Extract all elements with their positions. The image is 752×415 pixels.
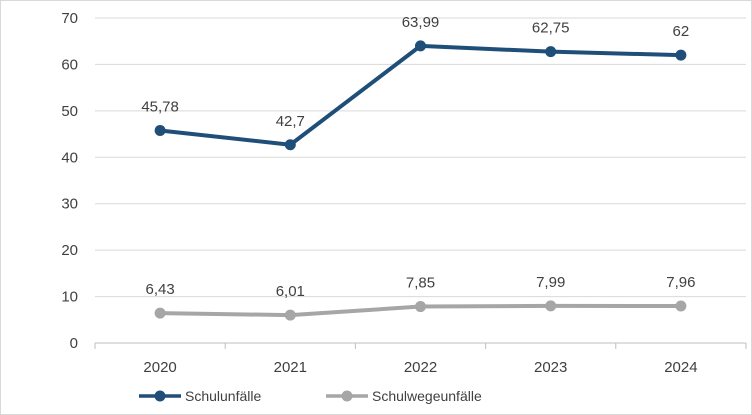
data-label: 6,43 — [145, 281, 174, 298]
data-point — [415, 301, 426, 313]
data-label: 63,99 — [402, 14, 440, 31]
data-label: 42,7 — [276, 113, 305, 130]
legend-label: Schulwegeunfälle — [372, 388, 482, 404]
series-group — [154, 40, 687, 321]
y-tick-label: 20 — [61, 242, 78, 259]
data-label: 7,85 — [406, 275, 435, 292]
data-label: 45,78 — [141, 98, 179, 115]
gridlines — [95, 17, 746, 298]
y-tick-label: 0 — [70, 335, 78, 352]
x-tick-label: 2021 — [274, 359, 307, 376]
data-point — [545, 300, 557, 312]
data-point — [284, 309, 296, 321]
data-point — [284, 139, 296, 151]
data-point — [154, 307, 166, 319]
legend: Schulunfälle Schulwegeunfälle — [139, 388, 482, 404]
x-tick-label: 2023 — [534, 359, 567, 376]
data-point — [154, 124, 166, 136]
y-tick-label: 40 — [61, 149, 78, 166]
x-tick-label: 2024 — [664, 359, 697, 376]
data-labels: 45,78 42,7 63,99 62,75 62 6,43 6,01 7,85 7,99 7,9… — [141, 14, 695, 300]
y-tick-label: 30 — [61, 196, 78, 213]
data-point — [545, 46, 557, 58]
x-tick-label: 2022 — [404, 359, 437, 376]
data-label: 62 — [673, 23, 690, 40]
x-tick-label: 2020 — [143, 359, 176, 376]
y-axis-ticks: 0 10 20 30 40 50 60 70 — [61, 10, 78, 352]
data-label: 7,99 — [536, 274, 565, 291]
data-label: 62,75 — [532, 20, 570, 37]
legend-marker — [154, 390, 166, 402]
data-point — [415, 40, 426, 52]
data-point — [675, 300, 687, 312]
legend-marker — [341, 390, 353, 402]
y-tick-label: 50 — [61, 103, 78, 120]
x-axis: 2020 2021 2022 2023 2024 — [94, 342, 747, 376]
y-tick-label: 70 — [61, 10, 78, 27]
series-line-0 — [158, 43, 683, 147]
y-tick-label: 60 — [61, 56, 78, 73]
data-label: 6,01 — [276, 283, 305, 300]
legend-label: Schulunfälle — [185, 388, 261, 404]
data-label: 7,96 — [666, 274, 695, 291]
y-tick-label: 10 — [61, 289, 78, 306]
data-point — [675, 49, 687, 61]
